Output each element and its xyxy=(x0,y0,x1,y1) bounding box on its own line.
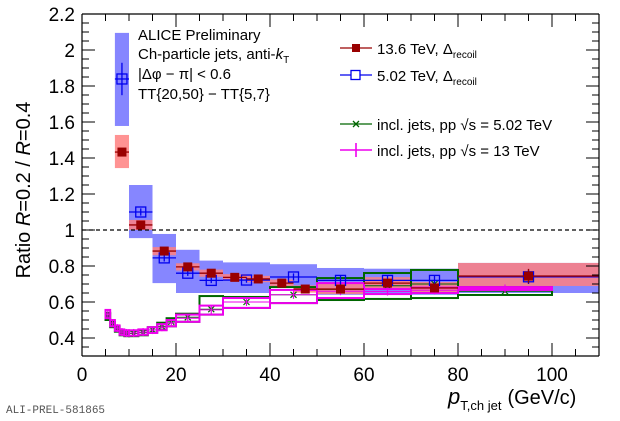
y-tick-label: 0.8 xyxy=(49,257,75,278)
legend-marker-x-icon xyxy=(352,120,360,128)
legend-label-incl-13: incl. jets, pp √s = 13 TeV xyxy=(377,143,540,160)
y-tick-label: 1 xyxy=(64,221,75,242)
x-tick-label: 0 xyxy=(77,365,88,386)
x-tick-label: 100 xyxy=(536,365,568,386)
marker-open-square xyxy=(135,206,147,218)
y-tick-label: 0.4 xyxy=(49,329,76,350)
marker-filled-square xyxy=(136,220,146,230)
y-tick-label: 1.2 xyxy=(49,185,75,206)
marker-filled-square xyxy=(430,283,439,293)
marker-filled-square xyxy=(230,272,240,282)
y-tick-label: 1.4 xyxy=(49,149,76,170)
annotation-jets: Ch-particle jets, anti-kT xyxy=(138,46,289,66)
legend-entry-incl-5p02: incl. jets, pp √s = 5.02 TeV xyxy=(340,117,552,134)
x-tick-label: 80 xyxy=(447,365,468,386)
marker-filled-square xyxy=(277,278,287,288)
annotation-block: ALICE Preliminary Ch-particle jets, anti… xyxy=(138,27,289,103)
marker-filled-square xyxy=(300,284,310,294)
marker-open-square xyxy=(116,73,128,85)
x-axis-ticks: 0 20 40 60 80 100 xyxy=(77,14,600,386)
legend-entry-incl-13: incl. jets, pp √s = 13 TeV xyxy=(340,143,540,160)
marker-open-square xyxy=(287,271,300,283)
legend-label-incl-5p02: incl. jets, pp √s = 5.02 TeV xyxy=(377,117,552,134)
y-axis-ticks: 0.4 0.6 0.8 1 1.2 1.4 1.6 1.8 2 2.2 xyxy=(49,5,599,357)
annotation-alice: ALICE Preliminary xyxy=(138,27,261,44)
legend-entry-5p02: 5.02 TeV, Δrecoil xyxy=(340,68,477,88)
data-points xyxy=(114,62,599,294)
marker-filled-square xyxy=(336,284,345,294)
legend-label-5p02: 5.02 TeV, Δrecoil xyxy=(377,68,477,88)
marker-filled-square xyxy=(159,246,169,256)
legend-marker-open-square-icon xyxy=(350,69,361,81)
y-tick-label: 2.2 xyxy=(49,5,75,26)
preliminary-tag: ALI-PREL-581865 xyxy=(6,405,105,417)
x-tick-label: 20 xyxy=(165,365,186,386)
annotation-tt: TT{20,50} − TT{5,7} xyxy=(138,86,270,103)
y-tick-label: 2 xyxy=(64,41,75,62)
annotation-dphi: |Δφ − π| < 0.6 xyxy=(138,66,231,83)
legend-entry-13p6: 13.6 TeV, Δrecoil xyxy=(340,41,477,61)
x-axis-title: pT,ch jet (GeV/c) xyxy=(447,384,576,413)
marker-filled-square xyxy=(253,274,263,284)
y-tick-label: 1.8 xyxy=(49,77,75,98)
legend-marker-filled-square-icon xyxy=(352,44,360,52)
marker-filled-square xyxy=(524,271,533,281)
y-tick-label: 0.6 xyxy=(49,293,75,314)
y-tick-label: 1.6 xyxy=(49,113,75,134)
marker-filled-square xyxy=(117,147,127,157)
marker-filled-square xyxy=(183,262,193,272)
marker-open-square xyxy=(240,274,253,286)
marker-filled-square xyxy=(383,278,392,288)
marker-filled-square xyxy=(206,268,216,278)
y-axis-title: Ratio R=0.2 / R=0.4 xyxy=(13,102,35,279)
legend: 13.6 TeV, Δrecoil 5.02 TeV, Δrecoil incl… xyxy=(340,41,552,160)
x-tick-label: 40 xyxy=(259,365,280,386)
x-tick-label: 60 xyxy=(353,365,374,386)
legend-label-13p6: 13.6 TeV, Δrecoil xyxy=(377,41,477,61)
